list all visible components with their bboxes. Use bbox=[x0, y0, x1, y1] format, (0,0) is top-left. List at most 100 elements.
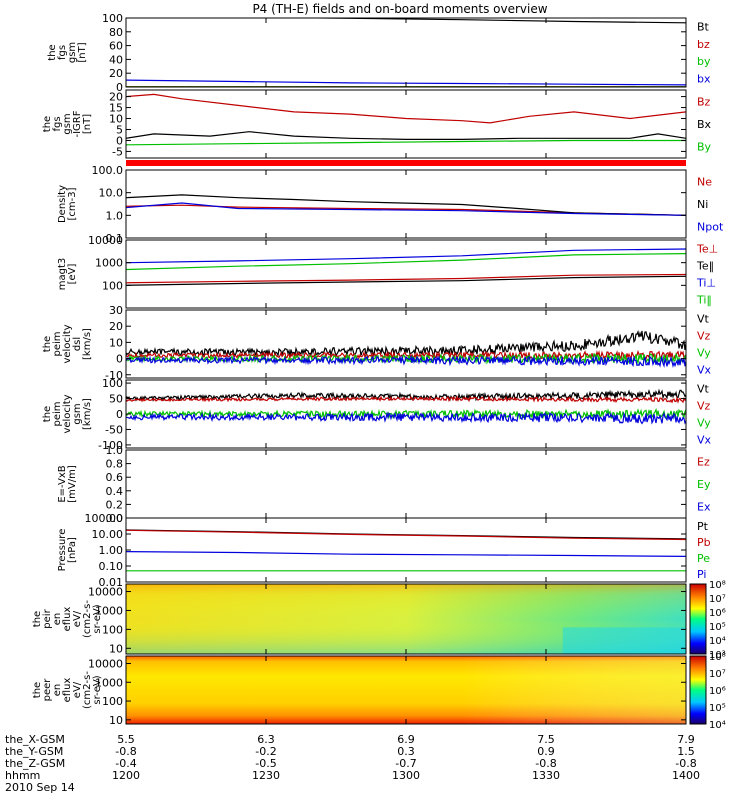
legend-entry-peim-velocity-dsl-2: Vy bbox=[697, 347, 711, 360]
x-tick-value-2-2: -0.7 bbox=[395, 757, 416, 770]
legend-entry-e-field-1: Ey bbox=[697, 478, 711, 491]
y-tick-label: 0.01 bbox=[99, 576, 124, 589]
series-line-density-1 bbox=[126, 194, 686, 216]
y-axis-label-line: sr-eV) bbox=[92, 604, 103, 633]
x-tick-value-3-0: 1200 bbox=[112, 769, 140, 782]
y-tick-label: 10.00 bbox=[92, 528, 124, 541]
y-tick-label: -10 bbox=[105, 369, 123, 382]
x-row-label-x: the_X-GSM bbox=[5, 733, 65, 746]
x-row-label-z: the_Z-GSM bbox=[5, 757, 65, 770]
series-line-peim-velocity-dsl-3 bbox=[126, 354, 686, 369]
legend-entry-temperature-0: Te⊥ bbox=[696, 243, 718, 256]
y-axis-label-line: the bbox=[42, 406, 53, 422]
y-tick-label: 1000 bbox=[95, 257, 123, 270]
colorbar-tick-label: 10⁷ bbox=[709, 594, 726, 605]
panel-peer-eflux: 10⁴ 10⁵ 10⁶ 10⁷ 10⁸ 10 100 1000 10000 the peer en ef… bbox=[32, 652, 726, 731]
series-line-temperature-3 bbox=[126, 253, 686, 271]
legend-entry-e-field-2: Ex bbox=[697, 501, 711, 514]
x-row-label-y: the_Y-GSM bbox=[5, 745, 63, 758]
series-line-peim-velocity-gsm-2 bbox=[126, 407, 686, 420]
y-tick-label: 100 bbox=[102, 12, 123, 25]
colorbar-tick-label: 10⁸ bbox=[709, 580, 726, 591]
y-tick-label: 0 bbox=[116, 353, 123, 366]
y-axis-label-line: the bbox=[47, 44, 58, 60]
y-axis-label-line: gsm bbox=[62, 113, 73, 134]
y-axis-label-line: E=-VxB bbox=[57, 465, 68, 502]
series-line-peim-velocity-gsm-0 bbox=[126, 388, 686, 402]
y-axis-label-line: [nPa] bbox=[67, 537, 78, 563]
legend-entry-pressure-2: Pe bbox=[697, 552, 710, 565]
legend-entry-fgs-0: Bt bbox=[697, 21, 710, 34]
y-tick-label: 40 bbox=[109, 53, 123, 66]
panel-frame bbox=[125, 169, 687, 239]
y-axis-label-line: gsm bbox=[67, 42, 78, 63]
y-tick-label: 100 bbox=[102, 377, 123, 390]
colorbar-tick-label: 10⁴ bbox=[709, 720, 726, 731]
y-tick-label: 1.0 bbox=[106, 444, 124, 457]
panel-frame bbox=[125, 517, 687, 583]
y-axis-label-line: en bbox=[52, 684, 63, 697]
y-axis-label-line: dsl bbox=[72, 337, 83, 351]
series-line-peim-velocity-gsm-1 bbox=[126, 395, 686, 404]
y-axis-label-line: the bbox=[32, 611, 43, 627]
series-line-temperature-0 bbox=[126, 273, 686, 284]
y-axis-label-line: (cm2-s- bbox=[82, 671, 93, 709]
y-tick-label: 0.1 bbox=[106, 232, 124, 245]
y-axis-label-line: -IGRF bbox=[72, 110, 83, 137]
x-axis-annotation: the_X-GSM the_Y-GSM the_Z-GSM hhmm 2010 … bbox=[5, 733, 700, 794]
x-tick-value-0-2: 6.9 bbox=[397, 733, 415, 746]
y-tick-label: 0.8 bbox=[106, 458, 124, 471]
x-tick-value-1-4: 1.5 bbox=[677, 745, 695, 758]
y-axis-label-line: velocity bbox=[62, 324, 73, 363]
y-axis-label-line: the bbox=[42, 336, 53, 352]
series-line-pressure-1 bbox=[126, 529, 686, 541]
legend-entries: Bt bz by bx Bz Bx By Ne Ni Npot Te⊥ Te‖ Ti⊥ Ti‖ Vt Vz Vy… bbox=[696, 21, 724, 581]
y-axis-label-line: gsm bbox=[72, 403, 83, 424]
y-tick-label: 1.0 bbox=[106, 209, 124, 222]
x-tick-value-1-0: -0.8 bbox=[115, 745, 136, 758]
series-line-peim-velocity-gsm-3 bbox=[126, 411, 686, 425]
colorbar-tick-label: 10⁷ bbox=[709, 669, 726, 680]
y-axis-label-line: Pressure bbox=[57, 529, 68, 572]
y-axis-label-line: peer bbox=[42, 678, 53, 702]
x-tick-value-3-1: 1230 bbox=[252, 769, 280, 782]
y-tick-label: -100 bbox=[98, 439, 123, 452]
y-tick-label: 10 bbox=[109, 642, 123, 655]
y-axis-label-line: sr-eV) bbox=[92, 675, 103, 704]
legend-entry-density-0: Ne bbox=[697, 175, 712, 188]
colorbar-tick-label: 10⁵ bbox=[709, 622, 726, 633]
series-line-temperature-2 bbox=[126, 248, 686, 264]
y-axis-label-line: eflux bbox=[62, 607, 73, 632]
x-tick-value-2-4: -0.8 bbox=[675, 757, 696, 770]
y-tick-label: 0.0 bbox=[106, 512, 124, 525]
y-tick-label: 20 bbox=[109, 320, 123, 333]
colorbar-tick-label: 10⁴ bbox=[709, 636, 726, 647]
y-tick-label: 0.4 bbox=[106, 485, 124, 498]
y-axis-label-line: [mV/m] bbox=[67, 465, 78, 503]
series-line-peim-velocity-dsl-1 bbox=[126, 349, 686, 362]
y-tick-label: 0.2 bbox=[106, 498, 124, 511]
y-axis-label-line: [nT] bbox=[82, 114, 93, 134]
legend-entry-density-2: Npot bbox=[697, 221, 724, 234]
y-tick-label: 80 bbox=[109, 26, 123, 39]
legend-entry-pressure-0: Pt bbox=[697, 520, 709, 533]
legend-entry-fgs-1: bz bbox=[697, 38, 710, 51]
x-tick-value-0-4: 7.9 bbox=[677, 733, 695, 746]
y-tick-label: 0.10 bbox=[99, 560, 124, 573]
y-axis-label-line: the bbox=[32, 682, 43, 698]
x-tick-value-1-2: 0.3 bbox=[397, 745, 415, 758]
spectrogram-overlay bbox=[126, 656, 686, 724]
y-tick-label: 20 bbox=[109, 91, 123, 104]
legend-entry-temperature-1: Te‖ bbox=[696, 260, 714, 273]
colorbar-tick-label: 10⁵ bbox=[709, 703, 726, 714]
y-axis-label-line: eflux bbox=[62, 678, 73, 703]
legend-entry-peim-velocity-gsm-0: Vt bbox=[697, 383, 710, 396]
legend-entry-peim-velocity-gsm-2: Vy bbox=[697, 417, 711, 430]
y-axis-label-line: [km/s] bbox=[82, 328, 93, 360]
y-tick-label: 10000 bbox=[88, 586, 123, 599]
legend-entry-pressure-3: Pi bbox=[697, 568, 706, 581]
series-line-fgs-dip-2 bbox=[126, 139, 686, 146]
series-line-pressure-3 bbox=[126, 551, 686, 557]
panel-peim-velocity-gsm: -100 -50 0 50 100 the peim velocity gsm [km/s] bbox=[42, 377, 687, 452]
